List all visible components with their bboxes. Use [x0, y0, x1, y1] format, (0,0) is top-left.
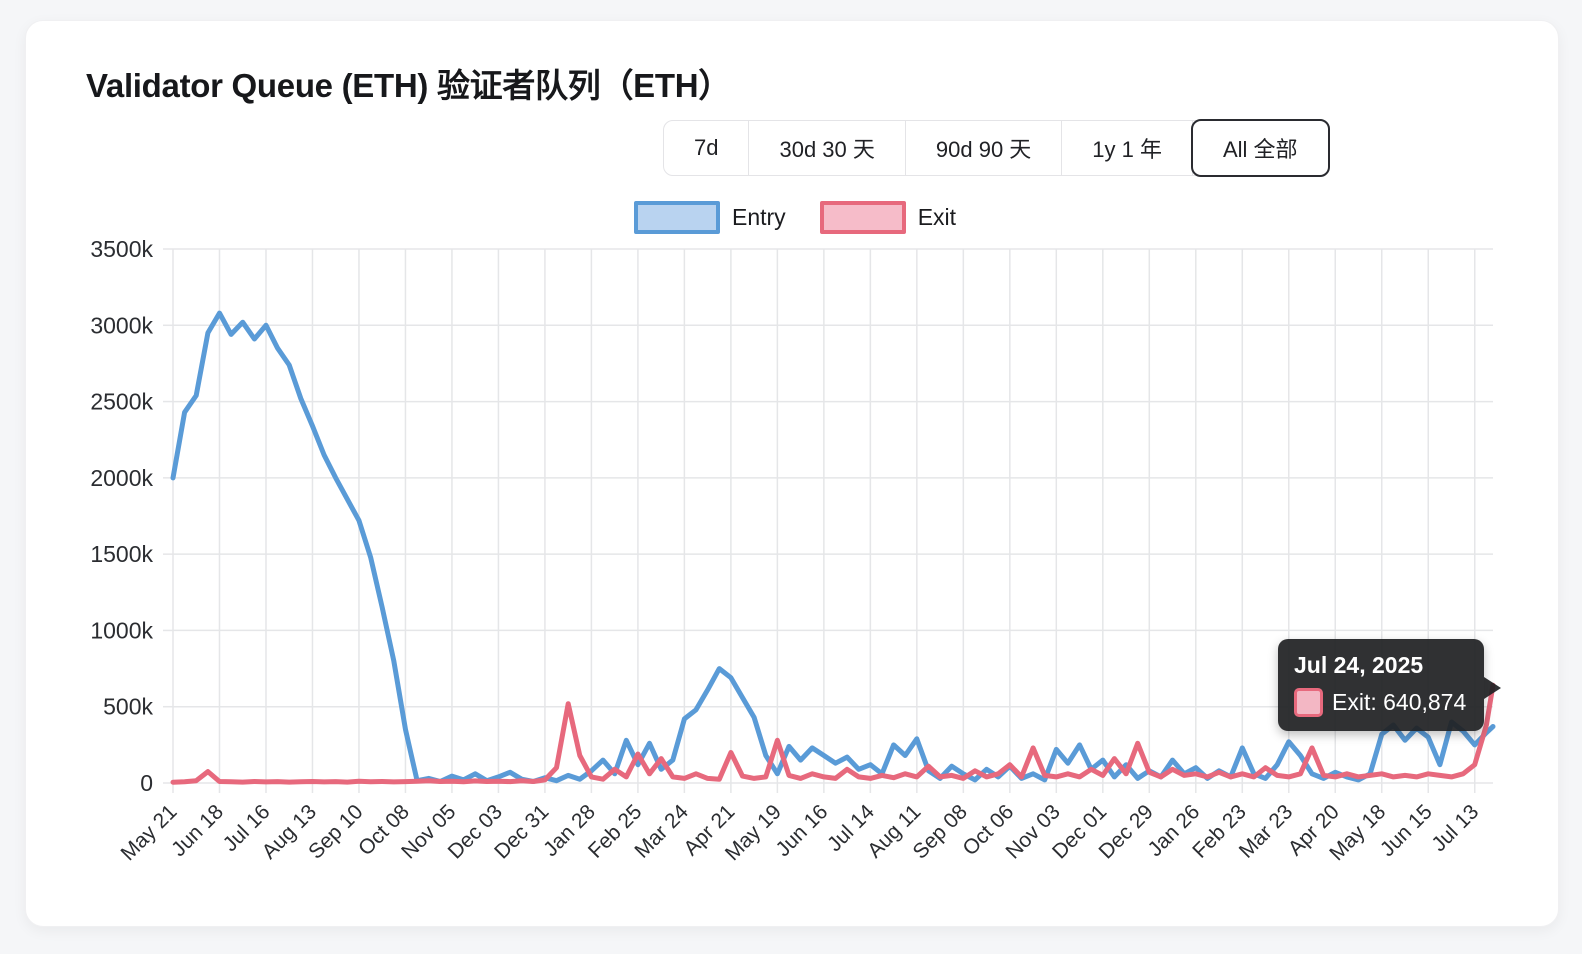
- legend-swatch-exit-icon: [819, 200, 906, 234]
- legend-swatch-entry-icon: [634, 200, 720, 234]
- time-range-selector: 7d 30d 30 天 90d 90 天 1y 1 年 All 全部: [663, 119, 1330, 177]
- tooltip-row: Exit: 640,874: [1294, 688, 1466, 717]
- y-tick-label: 1500k: [90, 541, 153, 567]
- validator-queue-chart[interactable]: 0 500k 1000k 1500k 2000k 2500k 3000k 3500k May 2…: [46, 229, 1524, 919]
- x-tick-label: May 21: [117, 800, 182, 865]
- range-button-1y[interactable]: 1y 1 年: [1062, 121, 1193, 175]
- x-tick-label: Jun 16: [772, 800, 833, 861]
- exit-series-line: [170, 682, 1496, 785]
- tooltip-date: Jul 24, 2025: [1294, 652, 1424, 678]
- legend-label-exit: Exit: [917, 203, 957, 230]
- range-button-30d[interactable]: 30d 30 天: [749, 121, 906, 175]
- legend-item-exit[interactable]: Exit: [819, 200, 957, 234]
- entry-series-line: [170, 310, 1496, 784]
- y-tick-label: 2000k: [90, 465, 153, 491]
- y-tick-label: 3500k: [90, 236, 153, 262]
- tooltip-value: Exit: 640,874: [1332, 689, 1467, 715]
- x-tick-label: Mar 24: [630, 800, 693, 863]
- chart-series: [170, 310, 1496, 785]
- chart-tooltip: Jul 24, 2025 Exit: 640,874: [1278, 639, 1502, 731]
- exit-series-swatch-icon: [1294, 688, 1323, 717]
- y-tick-label: 2500k: [90, 389, 153, 415]
- x-tick-label: Jun 18: [167, 800, 228, 861]
- x-tick-label: Mar 23: [1235, 800, 1297, 862]
- chart-card: Validator Queue (ETH) 验证者队列（ETH） 7d 30d 3…: [25, 20, 1559, 927]
- legend-label-entry: Entry: [732, 203, 786, 230]
- y-tick-label: 0: [140, 770, 153, 796]
- y-tick-label: 3000k: [90, 312, 153, 338]
- y-tick-label: 500k: [103, 694, 153, 720]
- page-title: Validator Queue (ETH) 验证者队列（ETH）: [86, 67, 731, 104]
- x-tick-label: Jul 13: [1427, 800, 1483, 856]
- x-tick-label: Jun 15: [1376, 800, 1437, 861]
- tooltip-arrow-icon: [1484, 677, 1502, 699]
- range-button-all[interactable]: All 全部: [1191, 119, 1330, 177]
- range-button-90d[interactable]: 90d 90 天: [906, 121, 1063, 175]
- legend-item-entry[interactable]: Entry: [634, 200, 786, 234]
- chart-gridlines: [163, 248, 1493, 793]
- chart-legend: Entry Exit: [634, 200, 956, 234]
- y-tick-label: 1000k: [90, 617, 153, 643]
- range-button-7d[interactable]: 7d: [664, 121, 750, 175]
- y-axis-labels: 0 500k 1000k 1500k 2000k 2500k 3000k 3500k: [90, 236, 153, 796]
- chart-area: 0 500k 1000k 1500k 2000k 2500k 3000k 3500k May 2…: [46, 229, 1524, 919]
